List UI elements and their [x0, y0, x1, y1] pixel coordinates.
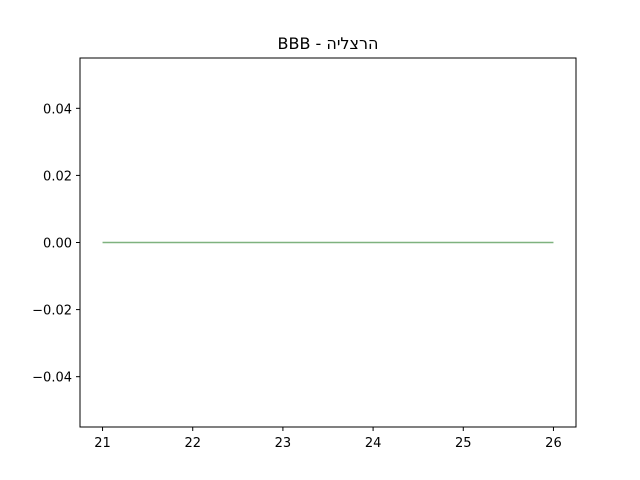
x-tick-label: 23	[275, 436, 292, 451]
y-tick-label: 0.02	[43, 169, 72, 184]
x-tick-label: 21	[94, 436, 111, 451]
x-tick-label: 24	[365, 436, 382, 451]
x-tick-label: 22	[184, 436, 201, 451]
y-tick-label: 0.04	[43, 102, 72, 117]
y-axis-ticks: −0.04 −0.02 0.00 0.02 0.04	[32, 102, 80, 386]
chart-title: BBB - הרצליה	[278, 34, 379, 53]
y-tick-label: −0.02	[32, 304, 72, 319]
x-tick-label: 26	[545, 436, 562, 451]
y-tick-label: −0.04	[32, 371, 72, 386]
x-axis-ticks: 21 22 23 24 25 26	[94, 427, 562, 451]
y-tick-label: 0.00	[43, 237, 72, 252]
x-tick-label: 25	[455, 436, 472, 451]
plot-frame	[79, 57, 577, 428]
